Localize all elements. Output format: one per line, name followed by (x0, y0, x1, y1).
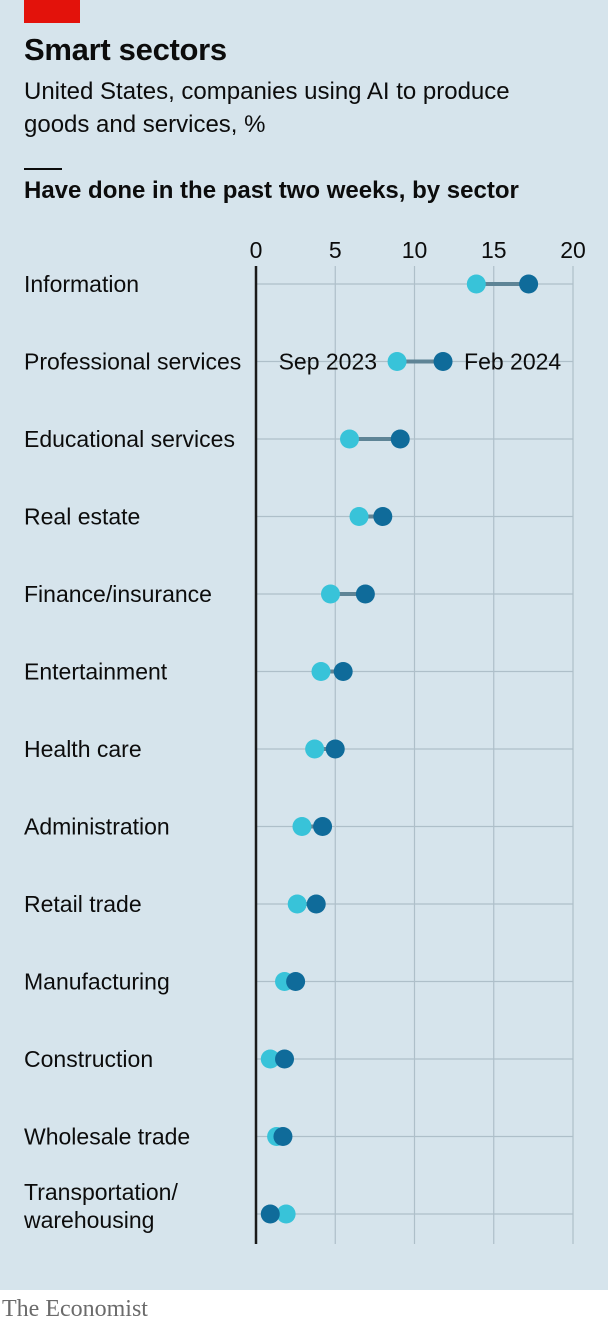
category-label: Construction (24, 1046, 153, 1072)
dot-plot-chart: 0 5 10 15 20 Information Professional service… (23, 237, 586, 1244)
point-feb-2024 (325, 739, 345, 759)
category-label: Information (24, 271, 139, 297)
point-feb-2024 (273, 1127, 293, 1146)
chart-title: Smart sectors (24, 32, 227, 67)
point-feb-2024 (313, 817, 333, 836)
category-label: Transportation/ (24, 1179, 178, 1205)
point-feb-2024 (275, 1049, 295, 1069)
category-label: warehousing (23, 1207, 154, 1233)
point-sep-2023 (387, 352, 407, 371)
point-sep-2023 (276, 1204, 296, 1224)
category-label: Manufacturing (24, 969, 170, 995)
data-points (260, 274, 539, 1224)
point-sep-2023 (260, 1049, 280, 1069)
point-feb-2024 (286, 972, 306, 991)
point-feb-2024 (390, 429, 410, 449)
category-label: Health care (24, 736, 142, 762)
category-label: Entertainment (24, 659, 168, 685)
point-sep-2023 (287, 894, 307, 914)
legend-feb-2024: Feb 2024 (464, 349, 561, 375)
point-feb-2024 (333, 662, 353, 681)
x-tick-label: 15 (481, 237, 507, 263)
x-axis-tick-labels: 0 5 10 15 20 (250, 237, 586, 263)
category-label: Finance/insurance (24, 581, 212, 607)
x-tick-label: 20 (560, 237, 586, 263)
point-feb-2024 (433, 352, 453, 371)
section-heading: Have done in the past two weeks, by sect… (24, 177, 519, 204)
source-label: The Economist (2, 1296, 148, 1322)
point-feb-2024 (519, 274, 539, 294)
point-feb-2024 (355, 584, 375, 604)
category-labels: Information Professional services Educatio… (23, 271, 241, 1233)
point-feb-2024 (260, 1204, 280, 1224)
point-sep-2023 (305, 739, 325, 759)
category-label: Educational services (24, 426, 235, 452)
point-sep-2023 (292, 817, 312, 836)
point-sep-2023 (320, 584, 340, 604)
point-sep-2023 (349, 507, 369, 526)
chart-panel (0, 0, 608, 1290)
point-sep-2023 (340, 429, 360, 449)
point-sep-2023 (311, 662, 331, 681)
point-feb-2024 (373, 507, 393, 526)
brand-red-tag (24, 0, 80, 23)
legend: Sep 2023 Feb 2024 (279, 349, 562, 375)
gridlines (256, 266, 574, 1244)
category-label: Professional services (24, 349, 241, 375)
chart-subtitle: United States, companies using AI to pro… (24, 78, 510, 138)
category-label: Retail trade (24, 891, 142, 917)
divider-rule (24, 168, 62, 170)
x-tick-label: 0 (250, 237, 263, 263)
point-sep-2023 (466, 274, 486, 294)
point-feb-2024 (306, 894, 326, 914)
x-tick-label: 5 (329, 237, 342, 263)
x-tick-label: 10 (402, 237, 428, 263)
category-label: Wholesale trade (24, 1124, 190, 1150)
legend-sep-2023: Sep 2023 (279, 349, 377, 375)
category-label: Administration (24, 814, 170, 840)
category-label: Real estate (24, 504, 140, 530)
